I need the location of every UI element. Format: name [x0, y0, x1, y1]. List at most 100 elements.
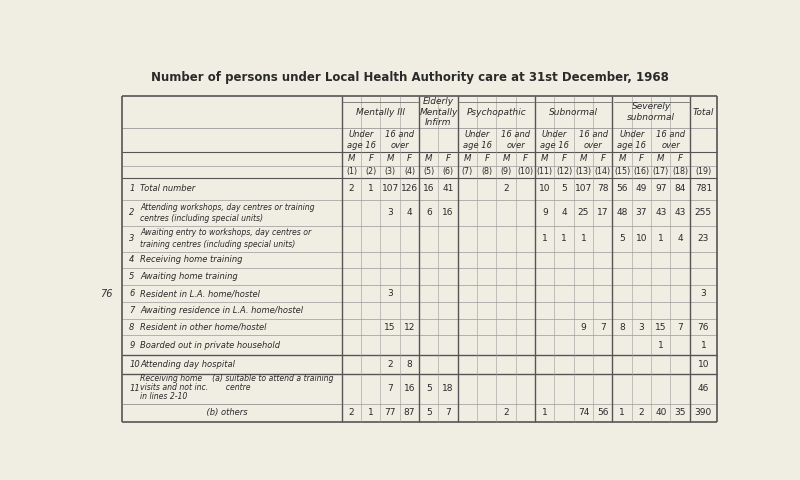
Text: 97: 97: [655, 184, 666, 193]
Text: 16: 16: [423, 184, 434, 193]
Text: 255: 255: [695, 208, 712, 217]
Text: 107: 107: [382, 184, 398, 193]
Text: 3: 3: [701, 289, 706, 298]
Text: 84: 84: [674, 184, 686, 193]
Text: 37: 37: [636, 208, 647, 217]
Text: (16): (16): [634, 168, 650, 176]
Text: 41: 41: [442, 184, 454, 193]
Text: 18: 18: [442, 384, 454, 393]
Text: Boarded out in private household: Boarded out in private household: [140, 340, 281, 349]
Text: 16 and
over: 16 and over: [578, 130, 608, 150]
Text: 9: 9: [581, 323, 586, 332]
Text: 10: 10: [698, 360, 709, 369]
Text: (2): (2): [365, 168, 377, 176]
Text: 4: 4: [678, 234, 683, 243]
Text: F: F: [368, 155, 374, 163]
Text: 1: 1: [542, 408, 548, 417]
Text: 1: 1: [619, 408, 625, 417]
Text: F: F: [446, 155, 450, 163]
Text: F: F: [407, 155, 412, 163]
Text: 7: 7: [446, 408, 451, 417]
Text: 16 and
over: 16 and over: [502, 130, 530, 150]
Text: (12): (12): [556, 168, 572, 176]
Text: 1: 1: [701, 340, 706, 349]
Text: Under
age 16: Under age 16: [462, 130, 492, 150]
Text: centres (including special units): centres (including special units): [140, 214, 263, 223]
Text: 9: 9: [542, 208, 548, 217]
Text: 17: 17: [597, 208, 609, 217]
Text: Psychopathic: Psychopathic: [466, 108, 526, 117]
Text: 1: 1: [658, 234, 664, 243]
Text: M: M: [348, 155, 355, 163]
Text: 7: 7: [387, 384, 393, 393]
Text: 1: 1: [562, 234, 567, 243]
Text: (13): (13): [575, 168, 591, 176]
Text: 16 and
over: 16 and over: [656, 130, 685, 150]
Text: 16: 16: [404, 384, 415, 393]
Text: 2: 2: [638, 408, 644, 417]
Text: 2: 2: [503, 408, 509, 417]
Text: 16: 16: [442, 208, 454, 217]
Text: (14): (14): [594, 168, 611, 176]
Text: 12: 12: [404, 323, 415, 332]
Text: 2: 2: [503, 184, 509, 193]
Text: 56: 56: [617, 184, 628, 193]
Text: (4): (4): [404, 168, 415, 176]
Text: Total number: Total number: [140, 184, 195, 193]
Text: 4: 4: [562, 208, 567, 217]
Text: F: F: [523, 155, 528, 163]
Text: 781: 781: [694, 184, 712, 193]
Text: 7: 7: [129, 306, 134, 315]
Text: M: M: [580, 155, 587, 163]
Text: 5: 5: [619, 234, 625, 243]
Text: 3: 3: [387, 289, 393, 298]
Text: 43: 43: [655, 208, 666, 217]
Text: 107: 107: [575, 184, 592, 193]
Text: 15: 15: [384, 323, 396, 332]
Text: 1: 1: [581, 234, 586, 243]
Text: F: F: [678, 155, 682, 163]
Text: M: M: [464, 155, 471, 163]
Text: 15: 15: [655, 323, 666, 332]
Text: 2: 2: [349, 408, 354, 417]
Text: (7): (7): [462, 168, 473, 176]
Text: 10: 10: [636, 234, 647, 243]
Text: 10: 10: [129, 360, 140, 369]
Text: (b) others: (b) others: [196, 408, 248, 417]
Text: (10): (10): [518, 168, 534, 176]
Text: F: F: [484, 155, 490, 163]
Text: 10: 10: [539, 184, 550, 193]
Text: 7: 7: [678, 323, 683, 332]
Text: 5: 5: [129, 272, 134, 281]
Text: 4: 4: [406, 208, 412, 217]
Text: (19): (19): [695, 168, 711, 176]
Text: Elderly
Mentally
Infirm: Elderly Mentally Infirm: [419, 97, 458, 127]
Text: 8: 8: [406, 360, 412, 369]
Text: 76: 76: [698, 323, 709, 332]
Text: 390: 390: [694, 408, 712, 417]
Text: 9: 9: [129, 340, 134, 349]
Text: (9): (9): [501, 168, 512, 176]
Text: training centres (including special units): training centres (including special unit…: [140, 240, 295, 249]
Text: 5: 5: [562, 184, 567, 193]
Text: 3: 3: [387, 208, 393, 217]
Text: Receiving home training: Receiving home training: [140, 255, 243, 264]
Text: 1: 1: [368, 408, 374, 417]
Text: F: F: [639, 155, 644, 163]
Text: Resident in other home/hostel: Resident in other home/hostel: [140, 323, 267, 332]
Text: M: M: [425, 155, 433, 163]
Text: 77: 77: [384, 408, 396, 417]
Text: M: M: [618, 155, 626, 163]
Text: 2: 2: [129, 208, 134, 217]
Text: (15): (15): [614, 168, 630, 176]
Text: 8: 8: [619, 323, 625, 332]
Text: 5: 5: [426, 384, 432, 393]
Text: 76: 76: [100, 288, 113, 299]
Text: M: M: [657, 155, 665, 163]
Text: 1: 1: [658, 340, 664, 349]
Text: M: M: [386, 155, 394, 163]
Text: (8): (8): [482, 168, 492, 176]
Text: M: M: [541, 155, 549, 163]
Text: 78: 78: [597, 184, 609, 193]
Text: (6): (6): [442, 168, 454, 176]
